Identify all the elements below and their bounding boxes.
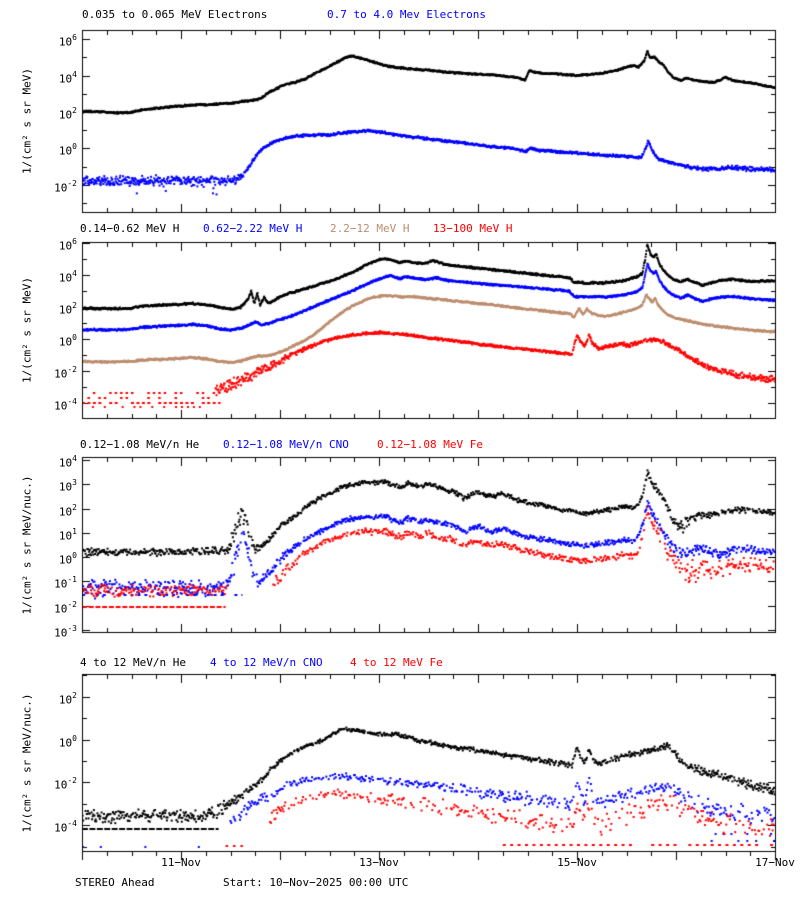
y-axis-label: 1/(cm² s sr MeV): [20, 277, 34, 383]
panel-title-segment: 0.12−1.08 MeV/n He: [80, 438, 200, 451]
y-tick-label: 10-2: [54, 179, 77, 195]
panel-title-segment: 0.62−2.22 MeV H: [203, 222, 303, 235]
panel-title-segment: 4 to 12 MeV Fe: [350, 656, 443, 669]
footer-start-time-label: Start: 10−Nov−2025 00:00 UTC: [223, 876, 409, 889]
y-tick-label: 102: [58, 691, 77, 707]
panel-title-segment: 2.2−12 MeV H: [330, 222, 410, 235]
x-tick-label: 11−Nov: [161, 856, 201, 869]
y-tick-label: 10-3: [54, 624, 77, 640]
y-tick-label: 10-4: [54, 397, 77, 413]
y-tick-label: 103: [58, 478, 77, 494]
y-tick-label: 10-2: [54, 776, 77, 792]
x-tick-label: 13−Nov: [359, 856, 399, 869]
y-tick-label: 102: [58, 503, 77, 519]
y-tick-label: 100: [58, 551, 77, 567]
y-tick-label: 104: [58, 269, 77, 285]
footer-spacecraft-label: STEREO Ahead: [75, 876, 155, 889]
x-tick-label: 15−Nov: [557, 856, 597, 869]
panel-title-segment: 0.035 to 0.065 MeV Electrons: [82, 8, 268, 21]
y-tick-label: 106: [58, 237, 77, 253]
y-tick-label: 100: [58, 734, 77, 750]
panel-title-segment: 0.12−1.08 MeV Fe: [377, 438, 483, 451]
y-tick-label: 106: [58, 33, 77, 49]
y-axis-label: 1/(cm² s sr MeV): [20, 68, 34, 174]
y-tick-label: 104: [58, 454, 77, 470]
y-tick-label: 102: [58, 301, 77, 317]
y-axis-label: 1/(cm² s sr MeV/nuc.): [20, 474, 34, 615]
x-tick-label: 17−Nov: [755, 856, 795, 869]
y-tick-label: 102: [58, 106, 77, 122]
y-tick-label: 10-2: [54, 365, 77, 381]
y-tick-label: 104: [58, 70, 77, 86]
panel-title-segment: 4 to 12 MeV/n CNO: [210, 656, 323, 669]
panel-title-segment: 0.14−0.62 MeV H: [80, 222, 180, 235]
panel-title-segment: 0.7 to 4.0 Mev Electrons: [327, 8, 486, 21]
y-tick-label: 101: [58, 527, 77, 543]
y-tick-label: 10-1: [54, 575, 77, 591]
y-tick-label: 10-4: [54, 819, 77, 835]
panel-title-segment: 13−100 MeV H: [433, 222, 513, 235]
y-tick-label: 10-2: [54, 600, 77, 616]
y-tick-label: 100: [58, 142, 77, 158]
panel-title-segment: 4 to 12 MeV/n He: [80, 656, 186, 669]
y-axis-label: 1/(cm² s sr MeV/nuc.): [20, 692, 34, 833]
panel-title-segment: 0.12−1.08 MeV/n CNO: [223, 438, 349, 451]
y-tick-label: 100: [58, 333, 77, 349]
